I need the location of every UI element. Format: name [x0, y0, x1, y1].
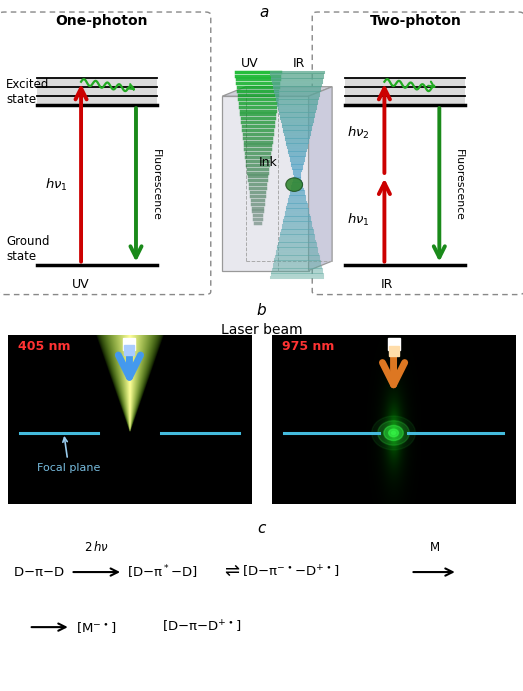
Polygon shape [309, 86, 332, 271]
Text: $h\nu_2$: $h\nu_2$ [347, 125, 370, 141]
Text: $\rightleftharpoons$: $\rightleftharpoons$ [221, 562, 241, 580]
Circle shape [389, 429, 399, 437]
Polygon shape [222, 86, 332, 96]
Text: $\mathrm{[D{-}\pi{-}D^{+\bullet}]}$: $\mathrm{[D{-}\pi{-}D^{+\bullet}]}$ [162, 619, 242, 635]
Text: $h\nu_1$: $h\nu_1$ [347, 212, 370, 228]
Circle shape [372, 416, 415, 450]
Text: Ground
state: Ground state [6, 236, 50, 263]
Text: Excited
state: Excited state [6, 77, 50, 106]
Text: One-photon: One-photon [56, 14, 148, 28]
Bar [345, 78, 465, 105]
Text: Fluorescence: Fluorescence [454, 149, 464, 221]
Text: IR: IR [381, 278, 393, 291]
Text: 975 nm: 975 nm [282, 340, 334, 353]
Text: UV: UV [241, 57, 258, 70]
Text: IR: IR [293, 57, 305, 70]
FancyBboxPatch shape [0, 12, 211, 294]
Text: $\mathrm{M}$: $\mathrm{M}$ [428, 540, 440, 553]
Circle shape [378, 421, 410, 445]
Circle shape [384, 426, 403, 440]
Text: $\mathrm{[D{-}\pi^{-\bullet}{-}D^{+\bullet}]}$: $\mathrm{[D{-}\pi^{-\bullet}{-}D^{+\bull… [242, 564, 339, 580]
Text: Focal plane: Focal plane [37, 437, 100, 473]
Text: Ink: Ink [259, 156, 277, 169]
Text: b: b [257, 303, 266, 319]
Polygon shape [222, 96, 309, 271]
Circle shape [392, 431, 395, 435]
FancyBboxPatch shape [312, 12, 523, 294]
Bar [37, 78, 157, 105]
Text: Laser beam: Laser beam [221, 323, 302, 337]
Text: $\mathrm{[D{-}\pi^*{-}D]}$: $\mathrm{[D{-}\pi^*{-}D]}$ [127, 563, 197, 581]
Text: Fluorescence: Fluorescence [151, 149, 161, 221]
Text: Two-photon: Two-photon [370, 14, 462, 28]
Text: $2\,h\nu$: $2\,h\nu$ [84, 540, 109, 553]
Ellipse shape [286, 178, 302, 191]
Text: $\mathrm{[M^{-\bullet}]}$: $\mathrm{[M^{-\bullet}]}$ [76, 620, 116, 634]
Text: 405 nm: 405 nm [18, 340, 70, 353]
Text: UV: UV [72, 278, 90, 291]
Text: $\mathrm{D{-}\pi{-}D}$: $\mathrm{D{-}\pi{-}D}$ [13, 565, 65, 578]
Text: c: c [257, 522, 266, 536]
Text: a: a [259, 5, 269, 19]
Text: $h\nu_1$: $h\nu_1$ [45, 177, 68, 193]
